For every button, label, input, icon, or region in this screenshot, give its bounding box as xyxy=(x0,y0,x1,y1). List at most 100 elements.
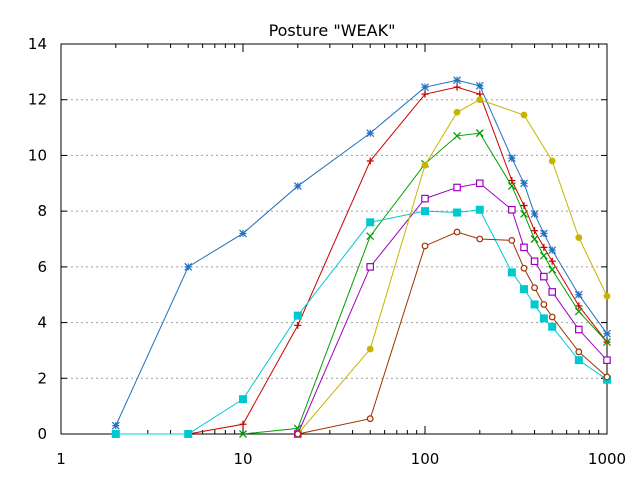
data-point xyxy=(520,285,529,294)
data-point xyxy=(575,302,583,310)
data-point xyxy=(531,284,538,292)
data-point xyxy=(294,321,302,329)
data-point xyxy=(548,288,557,296)
data-point xyxy=(520,179,528,188)
data-point xyxy=(366,129,375,138)
data-point xyxy=(366,345,374,353)
data-point xyxy=(575,348,583,356)
data-point xyxy=(366,415,374,423)
data-point xyxy=(184,262,193,271)
data-point xyxy=(539,314,548,323)
series-line xyxy=(115,209,608,435)
data-point xyxy=(453,131,462,140)
data-point xyxy=(238,395,247,404)
data-point xyxy=(548,257,556,265)
data-point xyxy=(603,292,611,300)
data-point xyxy=(111,421,120,430)
data-point xyxy=(530,235,539,243)
data-point xyxy=(421,161,429,169)
y-tick-label: 12 xyxy=(28,91,47,109)
data-point xyxy=(366,263,375,271)
data-point xyxy=(603,373,611,381)
data-point xyxy=(539,229,548,238)
y-tick-label: 0 xyxy=(37,425,47,443)
data-point xyxy=(111,429,120,438)
series-group xyxy=(111,76,612,438)
data-point xyxy=(540,301,548,308)
series-line xyxy=(188,86,608,435)
data-point xyxy=(366,232,375,241)
data-point xyxy=(453,108,461,116)
data-point xyxy=(508,205,516,214)
data-point xyxy=(421,90,429,98)
x-tick-label: 10 xyxy=(233,450,252,468)
x-tick-label: 100 xyxy=(411,450,440,468)
data-point xyxy=(520,209,528,218)
y-tick-label: 8 xyxy=(37,202,47,220)
y-tick-label: 4 xyxy=(37,314,47,332)
data-point xyxy=(239,229,247,238)
data-point xyxy=(603,329,611,338)
x-tick-label: 1000 xyxy=(588,450,626,468)
x-tick-label: 1 xyxy=(56,450,66,468)
data-point xyxy=(421,83,429,92)
data-point xyxy=(476,96,484,104)
series-line xyxy=(297,182,608,435)
data-point xyxy=(475,205,484,214)
data-point xyxy=(508,177,516,184)
data-point xyxy=(476,235,484,243)
data-point xyxy=(293,311,302,320)
data-point xyxy=(520,243,528,252)
series-line xyxy=(297,231,608,435)
series-purple-open-square xyxy=(293,179,611,438)
data-point xyxy=(575,325,583,334)
y-tick-label: 10 xyxy=(28,146,47,164)
data-point xyxy=(530,300,539,309)
series-line xyxy=(115,79,608,426)
data-point xyxy=(548,157,556,165)
data-point xyxy=(540,243,548,251)
data-point xyxy=(531,227,539,235)
data-point xyxy=(475,179,484,188)
data-point xyxy=(530,257,539,266)
data-point xyxy=(293,182,302,190)
data-point xyxy=(453,183,461,192)
grid-lines xyxy=(61,99,607,379)
data-point xyxy=(508,236,516,244)
data-point xyxy=(520,111,528,119)
data-point xyxy=(453,208,462,217)
data-point xyxy=(520,202,528,210)
data-point xyxy=(507,154,516,163)
data-point xyxy=(603,356,611,364)
data-point xyxy=(575,234,583,242)
y-tick-label: 14 xyxy=(28,35,47,53)
data-point xyxy=(539,251,548,260)
data-point xyxy=(421,242,429,250)
y-tick-label: 6 xyxy=(37,258,47,276)
data-point xyxy=(574,290,583,299)
data-point xyxy=(453,76,461,85)
data-point xyxy=(184,429,193,438)
series-brown-open-circle xyxy=(294,228,611,438)
data-point xyxy=(530,210,539,218)
series-green-x xyxy=(239,129,611,438)
data-point xyxy=(574,307,583,316)
data-point xyxy=(548,246,557,255)
data-point xyxy=(548,322,557,331)
data-point xyxy=(420,207,429,216)
data-point xyxy=(453,228,461,236)
data-point xyxy=(540,272,548,281)
data-point xyxy=(453,83,461,91)
data-point xyxy=(239,420,247,428)
series-blue-star xyxy=(111,76,611,430)
data-point xyxy=(239,430,247,438)
series-olive-filled-circle xyxy=(294,96,611,438)
data-point xyxy=(366,218,375,227)
data-point xyxy=(294,430,302,438)
y-tick-label: 2 xyxy=(37,369,47,387)
data-point xyxy=(475,81,484,90)
data-point xyxy=(507,182,516,191)
data-point xyxy=(366,157,374,165)
data-point xyxy=(603,338,611,347)
